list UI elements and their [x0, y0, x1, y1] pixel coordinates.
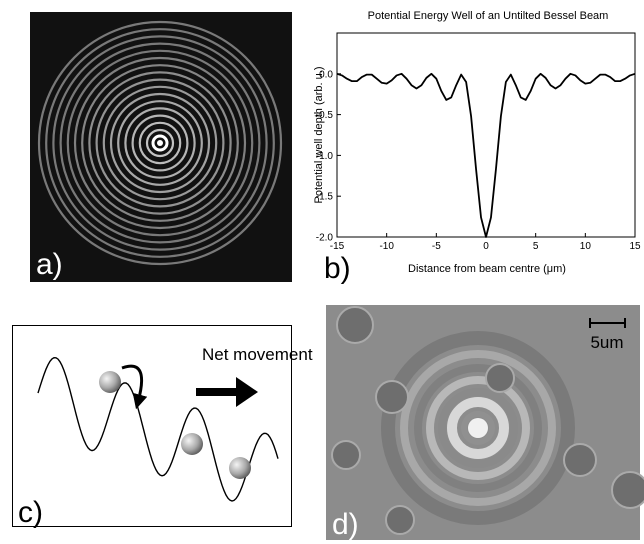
- bead: [375, 380, 409, 414]
- y-tick-label: 0.0: [319, 69, 333, 80]
- particle: [181, 433, 203, 455]
- y-tick-label: -1.5: [316, 192, 334, 203]
- ring: [447, 397, 509, 459]
- ring: [145, 128, 175, 158]
- ring: [414, 364, 542, 492]
- panel-label: c): [18, 496, 43, 529]
- ring: [66, 49, 254, 237]
- ring: [45, 28, 275, 258]
- bead: [611, 471, 644, 509]
- particle: [99, 371, 121, 393]
- net-arrow: [196, 377, 258, 407]
- y-axis-label: Potential well depth (arb. u.): [313, 67, 325, 204]
- ring: [438, 388, 518, 468]
- ring-center: [468, 418, 488, 438]
- x-tick-label: 15: [629, 241, 641, 252]
- ring: [400, 350, 556, 506]
- potential-wave: [37, 356, 279, 502]
- bessel-rings: [37, 20, 283, 266]
- panel-label: d): [332, 508, 359, 541]
- ring: [95, 78, 225, 208]
- ring: [37, 20, 283, 266]
- ring: [131, 114, 189, 172]
- ring: [138, 121, 182, 165]
- x-axis-label: Distance from beam centre (μm): [408, 263, 566, 275]
- ring: [461, 411, 495, 445]
- curved-arrow: [121, 364, 148, 410]
- bead: [331, 440, 361, 470]
- ring: [102, 85, 218, 201]
- scale-bar-label: 5um: [590, 333, 623, 352]
- plot-frame: [336, 32, 636, 238]
- ring: [117, 100, 203, 186]
- bead: [485, 363, 515, 393]
- y-tick-label: -2.0: [316, 233, 334, 244]
- ring: [426, 376, 530, 480]
- chart-title: Potential Energy Well of an Untilted Bes…: [368, 10, 609, 22]
- ring: [81, 64, 239, 222]
- microscope-rings: [331, 306, 644, 535]
- ring: [381, 331, 575, 525]
- x-tick-label: -10: [379, 241, 394, 252]
- ring: [151, 134, 169, 152]
- ring: [52, 35, 268, 251]
- ring: [88, 71, 232, 215]
- panel-label: a): [36, 248, 63, 281]
- bead: [563, 443, 597, 477]
- bead: [385, 505, 415, 535]
- ring: [59, 42, 261, 244]
- ring-center: [157, 140, 163, 146]
- ring: [73, 56, 247, 230]
- bead: [336, 306, 374, 344]
- annotation: Net movement: [202, 345, 313, 364]
- x-tick-label: -15: [330, 241, 345, 252]
- x-tick-label: 5: [533, 241, 539, 252]
- data-line: [336, 72, 636, 238]
- x-tick-label: 10: [580, 241, 592, 252]
- panel-c-frame: [12, 325, 292, 527]
- y-tick-label: -0.5: [316, 110, 334, 121]
- panel-label: b): [324, 252, 351, 285]
- particle: [229, 457, 251, 479]
- x-tick-label: -5: [432, 241, 441, 252]
- y-tick-label: -1.0: [316, 151, 334, 162]
- x-tick-label: 0: [483, 241, 489, 252]
- ring: [109, 92, 211, 194]
- ring: [124, 107, 196, 179]
